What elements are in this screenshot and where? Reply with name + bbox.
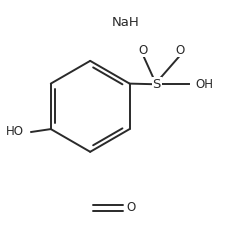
Text: NaH: NaH [111,16,139,29]
Text: OH: OH [195,78,213,91]
Text: O: O [126,201,136,214]
Text: HO: HO [6,126,24,139]
Text: O: O [138,44,147,57]
Text: O: O [175,44,185,57]
Text: S: S [153,78,161,91]
